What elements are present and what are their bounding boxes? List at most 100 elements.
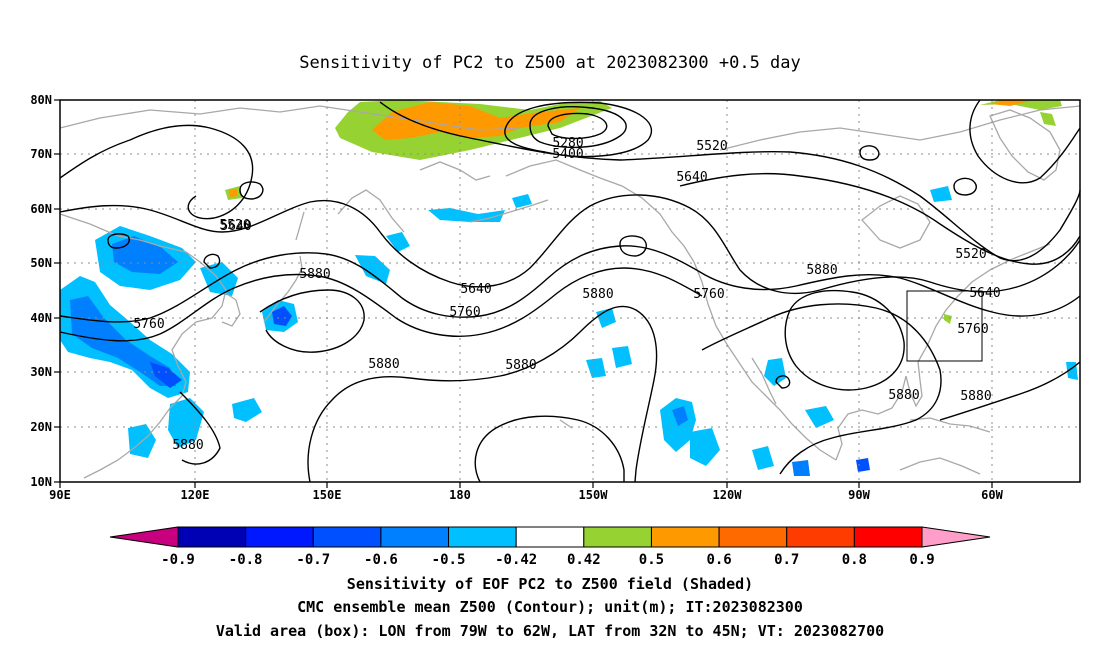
shade-positive-greenland-core — [990, 100, 1030, 106]
colorbar: -0.9 -0.8 -0.7 -0.6 -0.5 -0.42 0.42 0.5 0.6 0.7 0.… — [109, 526, 991, 568]
shade-negative-pacific-3 — [586, 358, 606, 378]
coast-south-america — [899, 457, 981, 475]
contour-small-low-3 — [859, 145, 880, 161]
colorbar-tick-label: 0.8 — [842, 552, 867, 568]
colorbar-swatch — [853, 526, 923, 548]
lon-label: 120E — [181, 488, 210, 502]
contour-small-low-1 — [239, 181, 264, 200]
colorbar-tick-label: -0.6 — [364, 552, 398, 568]
contour-label: 5640 — [460, 282, 491, 297]
caption-line-3: Valid area (box): LON from 79W to 62W, L… — [216, 622, 884, 640]
coast-na-east — [917, 243, 1051, 363]
shade-negative-pacific-2 — [612, 346, 632, 368]
contour-5640-main — [59, 194, 821, 295]
contour-label: 5880 — [960, 389, 991, 404]
contour-label: 5880 — [582, 287, 613, 302]
contour-5280-low-inner — [547, 112, 608, 140]
colorbar-swatch — [245, 526, 314, 548]
lon-label: 150W — [579, 488, 609, 502]
lat-label: 70N — [30, 147, 52, 161]
colorbar-swatch — [718, 526, 788, 548]
captions: Sensitivity of EOF PC2 to Z500 field (Sh… — [216, 575, 884, 640]
shade-positive-siberia-core — [229, 189, 237, 197]
shade-positive-atlantic-box — [944, 314, 952, 324]
graticule — [60, 100, 1080, 482]
contour-5520-greenland — [969, 99, 1081, 184]
colorbar-tick-label: 0.5 — [639, 552, 664, 568]
lon-label: 120W — [713, 488, 743, 502]
colorbar-swatch — [515, 526, 585, 548]
shade-positive-greenland-east — [1040, 112, 1056, 126]
shade-negative-caribbean — [856, 458, 870, 472]
coast-hawaii — [559, 419, 573, 429]
coast-aleutians — [469, 199, 549, 223]
contour-5880-subtropic-east — [939, 361, 1081, 421]
coast-asia-east — [59, 213, 227, 479]
coast-florida — [905, 361, 923, 408]
lon-label: 180 — [449, 488, 471, 502]
colorbar-tick-label: -0.7 — [296, 552, 330, 568]
shade-negative-alaska — [512, 194, 532, 208]
contour-label: 5520 — [696, 139, 727, 154]
coast-caribbean — [909, 417, 991, 433]
contour-label: 5880 — [505, 358, 536, 373]
shade-positive-arctic-core — [372, 102, 580, 140]
colorbar-tick-label: -0.5 — [432, 552, 466, 568]
contour-small-low-7 — [107, 233, 130, 249]
lon-label: 90E — [49, 488, 71, 502]
contour-label: 5760 — [693, 287, 724, 302]
contour-label: 5640 — [220, 219, 251, 234]
map-panel: 5280 5400 5520 5640 5640 5640 5640 5520 … — [30, 93, 1081, 502]
shade-negative-taiwan — [168, 398, 204, 448]
lat-label: 30N — [30, 365, 52, 379]
contour-label: 5640 — [969, 286, 1000, 301]
shade-negative-gulf-mexico — [805, 406, 834, 428]
contour-label: 5760 — [957, 322, 988, 337]
lat-axis-labels: 80N 70N 60N 50N 40N 30N 20N 10N — [30, 93, 52, 489]
shade-negative-central-america — [690, 428, 720, 466]
caption-line-1: Sensitivity of EOF PC2 to Z500 field (Sh… — [347, 575, 753, 593]
colorbar-tick-label: -0.8 — [229, 552, 263, 568]
contour-label: 5400 — [552, 147, 583, 162]
contour-label: 5280 — [552, 136, 583, 151]
contour-5880-subtropical — [307, 305, 658, 483]
colorbar-tick-label: 0.7 — [774, 552, 799, 568]
coast-siberia-north — [59, 105, 521, 131]
contour-5880-china — [179, 391, 221, 465]
shade-negative-panama — [792, 460, 810, 476]
contour-small-low-5 — [775, 375, 791, 389]
coast-hudson — [861, 195, 931, 249]
coast-na-west — [693, 261, 837, 461]
shade-negative-yucatan — [752, 446, 774, 470]
colorbar-swatch — [786, 526, 855, 548]
map-frame — [59, 99, 1081, 483]
contour-labels: 5280 5400 5520 5640 5640 5640 5640 5520 … — [133, 136, 1000, 453]
contour-5520-main — [379, 101, 1081, 262]
shade-negative-kuril — [355, 255, 390, 284]
contour-5640-north — [59, 124, 254, 220]
contour-label: 5880 — [806, 263, 837, 278]
colorbar-swatch — [380, 526, 450, 548]
lon-label: 60W — [981, 488, 1003, 502]
colorbar-tick-label: 0.9 — [909, 552, 934, 568]
colorbar-swatch — [312, 526, 382, 548]
colorbar-tick-label: -0.9 — [161, 552, 195, 568]
colorbar-high-cap — [921, 526, 991, 548]
contour-label: 5640 — [676, 170, 707, 185]
colorbar-swatch — [177, 526, 247, 548]
contour-label: 5520 — [955, 247, 986, 262]
coast-kamchatka — [337, 189, 405, 233]
lat-label: 60N — [30, 202, 52, 216]
contour-label: 5880 — [172, 438, 203, 453]
coast-korea — [221, 291, 241, 327]
shade-negative-mexico-core — [672, 406, 688, 426]
lat-label: 20N — [30, 420, 52, 434]
shade-negative-mongolia-mid — [112, 236, 178, 274]
z500-contours — [59, 99, 1081, 483]
contour-5280-low — [529, 106, 627, 149]
shade-negative-china-core — [150, 362, 182, 388]
contour-5880-america — [701, 303, 942, 475]
lon-axis-labels: 90E 120E 150E 180 150W 120W 90W 60W — [49, 488, 1003, 502]
lon-label: 90W — [848, 488, 870, 502]
